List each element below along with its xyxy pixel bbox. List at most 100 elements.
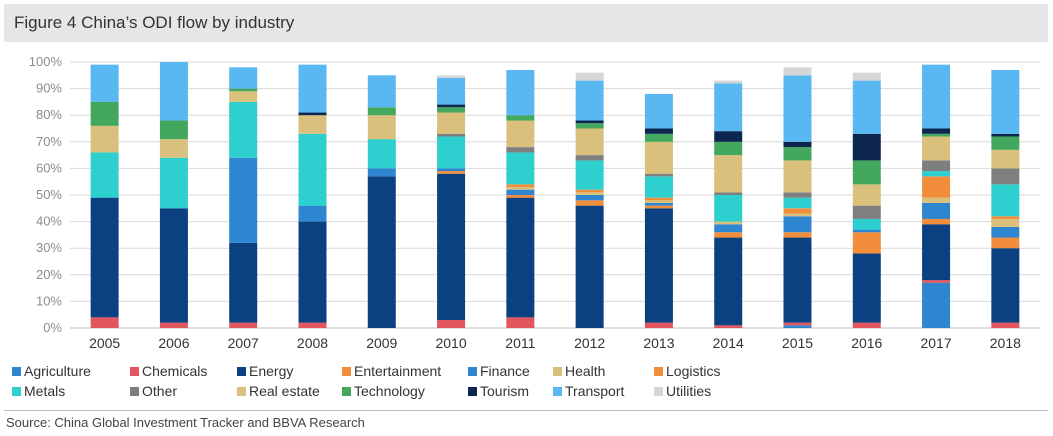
bar-segment-real-estate-2009 [367,115,396,140]
bar-segment-technology-2014 [714,141,743,156]
bar-segment-chemicals-2007 [229,322,258,328]
bar-segment-metals-2005 [90,152,119,198]
bar-segment-metals-2016 [852,218,881,230]
legend-item: Entertainment [342,363,441,379]
chart-title: Figure 4 China’s ODI flow by industry [14,13,295,32]
legend-label: Utilities [666,383,712,399]
bar-segment-chemicals-2014 [714,325,743,328]
bar-segment-entertainment-2017 [922,218,951,225]
bar-segment-technology-2015 [783,147,812,161]
legend-swatch [237,366,246,376]
bar-segment-technology-2006 [159,120,188,140]
legend-label: Metals [24,383,66,399]
bar-segment-metals-2014 [714,195,743,222]
bar-segment-transport-2008 [298,64,327,113]
bar-segment-tourism-2015 [783,141,812,148]
y-tick-label: 90% [36,81,62,96]
bar-segment-technology-2017 [922,133,951,137]
legend-label: Tourism [480,383,530,399]
bar-segment-entertainment-2012 [575,200,604,206]
bar-segment-logistics-2011 [506,184,535,188]
bar-segment-other-2014 [714,192,743,195]
bar-segment-technology-2010 [437,107,466,113]
bar-segment-transport-2011 [506,69,535,116]
bar-segment-health-2011 [506,187,535,190]
bar-segment-transport-2005 [90,64,119,102]
legend-label: Real estate [249,383,320,399]
bar-segment-energy-2012 [575,205,604,328]
bar-segment-metals-2007 [229,101,258,158]
x-tick-label: 2017 [920,335,951,348]
bar-segment-utilities-2014 [714,80,743,84]
legend-swatch [342,386,351,396]
bar-segment-chemicals-2013 [644,322,673,328]
legend-item: Real estate [237,383,320,399]
bar-segment-technology-2012 [575,123,604,129]
x-tick-label: 2013 [643,335,674,348]
bar-segment-entertainment-2011 [506,195,535,198]
chart-area: 0% 10% 20% 30% 40% 50% 60% 70% 80% 90% 100% 2005 200… [0,48,1053,351]
legend-label: Other [142,383,178,399]
x-tick-label: 2008 [297,335,328,348]
y-tick-label: 40% [36,214,62,229]
bar-segment-tourism-2008 [298,112,327,116]
bar-segment-technology-2005 [90,101,119,126]
bar-segment-transport-2006 [159,62,188,121]
legend-item: Energy [237,363,293,379]
bar-segment-chemicals-2006 [159,322,188,328]
bar-segment-tourism-2012 [575,120,604,124]
bar-segment-chemicals-2017 [922,280,951,283]
bar-segment-real-estate-2007 [229,91,258,102]
source-note: Source: China Global Investment Tracker … [6,415,365,430]
legend-swatch [12,386,21,396]
bar-segment-transport-2009 [367,75,396,108]
bar-segment-real-estate-2015 [783,160,812,193]
bar-segment-agriculture-2017 [922,282,951,328]
bar-segment-energy-2010 [437,173,466,321]
bar-segment-finance-2012 [575,195,604,201]
legend-row: Agriculture Chemicals Energy Entertainment F… [12,363,1042,383]
bar-segment-utilities-2010 [437,75,466,78]
bar-segment-metals-2013 [644,176,673,198]
bar-segment-chemicals-2016 [852,322,881,328]
bar-segment-chemicals-2010 [437,320,466,328]
bar-segment-chemicals-2008 [298,322,327,328]
bar-segment-utilities-2016 [852,72,881,81]
bar-segment-energy-2008 [298,221,327,323]
bar-segment-entertainment-2013 [644,205,673,209]
legend-swatch [553,386,562,396]
bar-segment-entertainment-2015 [783,232,812,238]
bar-segment-technology-2007 [229,88,258,92]
bar-segment-metals-2015 [783,197,812,209]
bar-segment-metals-2006 [159,157,188,209]
bar-segment-other-2012 [575,155,604,161]
bar-segment-real-estate-2014 [714,155,743,193]
x-tick-label: 2007 [228,335,259,348]
bar-segment-energy-2015 [783,237,812,323]
legend-label: Agriculture [24,363,91,379]
legend-item: Utilities [654,383,711,399]
bar-segment-finance-2008 [298,205,327,222]
bar-segment-transport-2012 [575,80,604,121]
chart-legend: Agriculture Chemicals Energy Entertainment F… [12,363,1042,403]
bar-segment-other-2013 [644,173,673,177]
bar-segment-other-2010 [437,133,466,137]
bar-segment-transport-2018 [991,69,1020,134]
bar-segment-metals-2017 [922,171,951,177]
x-tick-label: 2006 [158,335,189,348]
bar-segment-finance-2017 [922,202,951,219]
legend-item: Technology [342,383,425,399]
bar-segment-other-2016 [852,205,881,219]
bar-segment-health-2012 [575,192,604,195]
bar-segment-utilities-2015 [783,67,812,76]
bar-segment-real-estate-2006 [159,139,188,158]
legend-swatch [468,366,477,376]
bar-segment-other-2017 [922,160,951,172]
bar-segment-other-2018 [991,168,1020,185]
x-tick-label: 2010 [435,335,466,348]
legend-swatch [553,366,562,376]
x-tick-label: 2009 [366,335,397,348]
bar-segment-energy-2013 [644,208,673,323]
chart-title-bar: Figure 4 China’s ODI flow by industry [4,4,1048,42]
bar-segment-real-estate-2008 [298,115,327,134]
